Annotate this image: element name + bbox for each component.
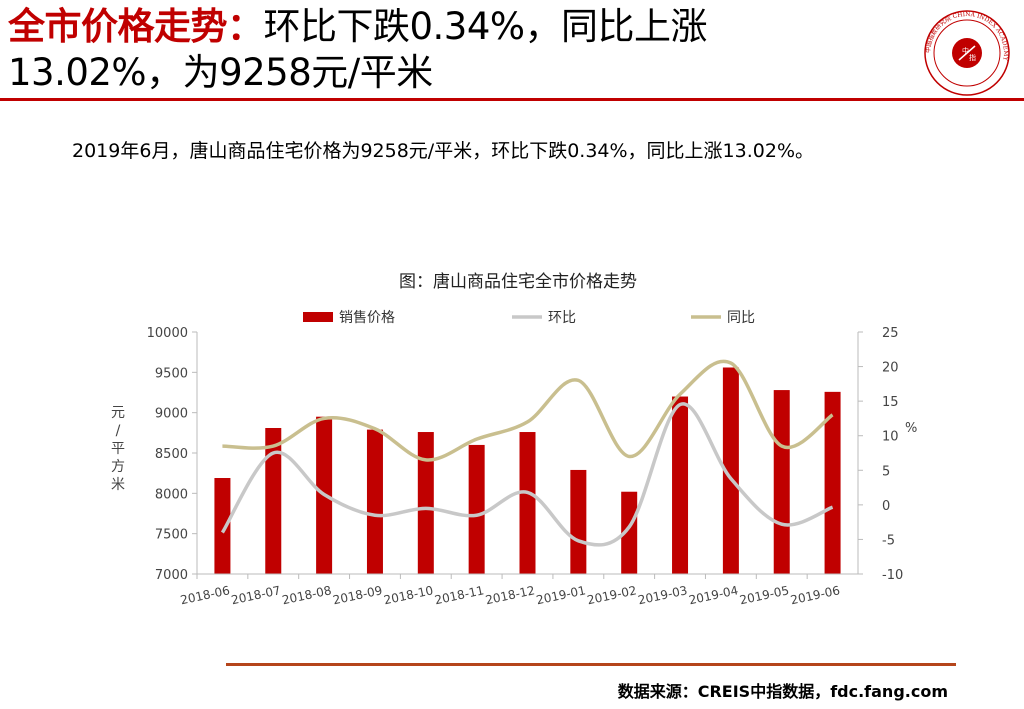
price-bar — [570, 469, 587, 574]
logo-center-char-1: 中 — [962, 46, 969, 55]
left-tick-label: 7500 — [155, 528, 188, 543]
legend-label: 同比 — [727, 310, 755, 326]
left-tick-label: 10000 — [147, 326, 188, 341]
left-axis-title-char: 平 — [111, 441, 125, 457]
data-source: 数据来源：CREIS中指数据，fdc.fang.com — [617, 682, 948, 701]
bar-series — [214, 367, 841, 574]
price-bar — [824, 391, 841, 574]
logo-center-char-2: 指 — [969, 53, 976, 62]
x-tick-label: 2018-08 — [281, 583, 333, 607]
right-axis: -10 -5 0 5 10 15 20 25% — [857, 326, 917, 583]
right-tick-label: 20 — [882, 361, 899, 376]
price-bar — [519, 432, 536, 574]
x-axis: 2018-062018-072018-082018-092018-102018-… — [179, 573, 858, 607]
x-tick-label: 2019-02 — [586, 583, 638, 607]
right-axis-title: % — [905, 421, 917, 436]
china-index-academy-logo: 中 指 中国指数研究院 CHINA INDEX ACADEMY — [924, 10, 1010, 96]
x-tick-label: 2019-06 — [789, 583, 841, 607]
left-tick-label: 7000 — [155, 568, 188, 583]
x-tick-label: 2018-10 — [382, 583, 434, 607]
x-tick-label: 2018-06 — [179, 583, 231, 607]
right-tick-label: 0 — [882, 499, 890, 514]
right-tick-label: 10 — [882, 430, 899, 445]
title-divider — [0, 98, 1024, 101]
legend-label: 销售价格 — [339, 310, 395, 326]
price-bar — [722, 367, 739, 574]
summary-text: 2019年6月，唐山商品住宅价格为9258元/平米，环比下跌0.34%，同比上涨… — [72, 140, 815, 162]
x-tick-label: 2019-01 — [535, 583, 587, 607]
chart-title: 图：唐山商品住宅全市价格走势 — [399, 271, 637, 292]
chart-legend: 销售价格 环比 同比 — [303, 310, 755, 326]
left-axis-title-char: 方 — [111, 459, 125, 475]
left-tick-label: 9000 — [155, 407, 188, 422]
left-tick-label: 9500 — [155, 366, 188, 381]
left-axis: 7000 7500 8000 8500 9000 9500 10000 元 / 平方米 — [111, 326, 198, 583]
mom-line — [220, 402, 834, 547]
legend-label: 环比 — [548, 310, 576, 326]
price-bar — [366, 429, 383, 574]
right-tick-label: 5 — [882, 464, 890, 479]
footer-divider — [226, 663, 956, 666]
x-tick-label: 2019-03 — [637, 583, 689, 607]
price-bar — [417, 432, 434, 574]
x-tick-label: 2018-07 — [230, 583, 282, 607]
x-tick-label: 2018-09 — [332, 583, 384, 607]
left-tick-label: 8000 — [155, 487, 188, 502]
price-bar — [265, 427, 282, 574]
x-tick-label: 2018-12 — [484, 583, 536, 607]
price-bar — [773, 390, 790, 574]
x-tick-label: 2018-11 — [433, 583, 485, 607]
price-bar — [214, 478, 231, 574]
left-axis-title-char: 米 — [111, 477, 125, 493]
page-title: 全市价格走势：环比下跌0.34%，同比上涨 13.02%，为9258元/平米 — [8, 4, 908, 96]
right-tick-label: 25 — [882, 326, 899, 341]
right-tick-label: -10 — [882, 568, 903, 583]
left-tick-label: 8500 — [155, 447, 188, 462]
price-trend-chart: 图：唐山商品住宅全市价格走势 销售价格 环比 同比 7000 7500 8000 8500… — [111, 271, 917, 607]
page-title-line1: 环比下跌0.34%，同比上涨 — [263, 5, 708, 48]
x-tick-label: 2019-05 — [738, 583, 790, 607]
line-series — [220, 359, 834, 547]
left-axis-title-char: / — [116, 423, 121, 439]
legend-swatch-price — [303, 312, 333, 322]
right-tick-label: 15 — [882, 395, 899, 410]
yoy-line — [222, 359, 834, 462]
right-tick-label: -5 — [882, 533, 895, 548]
x-tick-label: 2019-04 — [688, 583, 740, 607]
price-bar — [621, 491, 638, 574]
left-axis-title-char: 元 — [111, 405, 125, 421]
price-bar — [468, 444, 485, 574]
page-title-line2: 13.02%，为9258元/平米 — [8, 51, 433, 94]
page-title-highlight: 全市价格走势： — [8, 5, 264, 48]
price-bar — [672, 396, 689, 574]
